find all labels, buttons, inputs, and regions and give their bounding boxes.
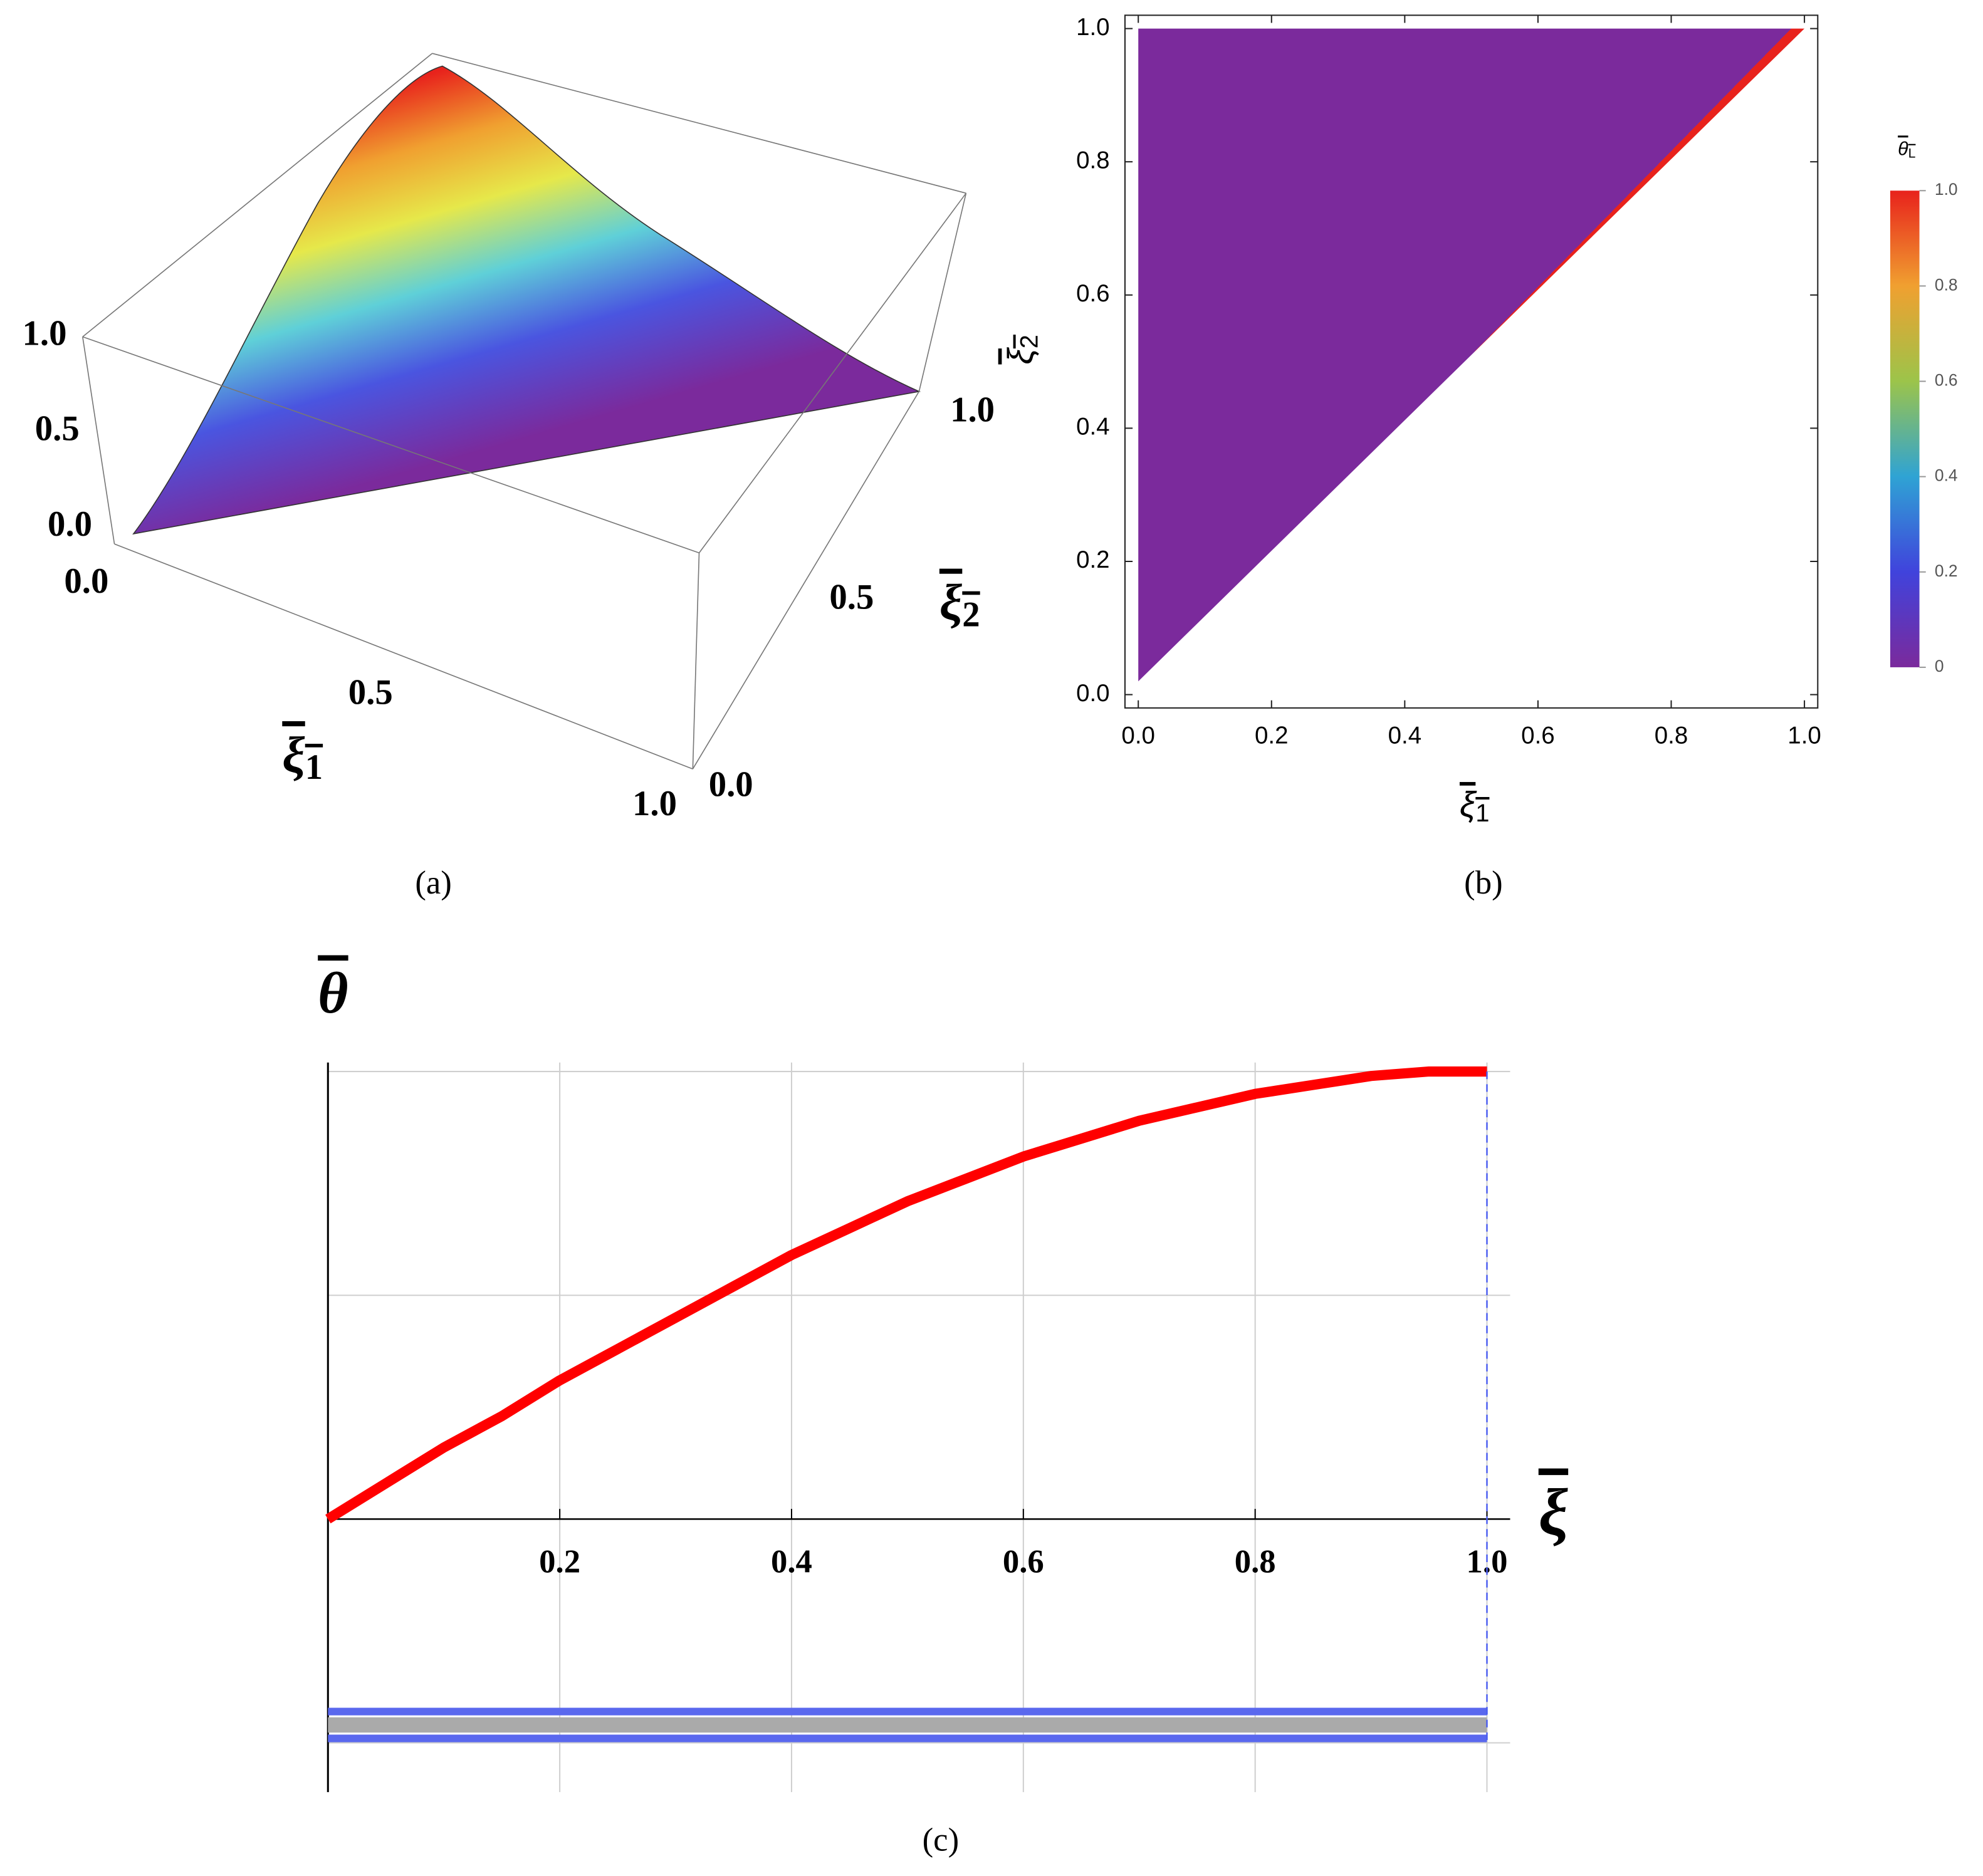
colorbar-tick-label: 0.6 xyxy=(1935,371,1958,390)
y-axis-label: θ xyxy=(318,961,348,1026)
x-axis-label: ξ1 xyxy=(282,727,323,787)
y-tick-label: 0.0 xyxy=(1076,680,1110,707)
box-edge xyxy=(918,193,967,392)
y-tick-label: 1.0 xyxy=(950,390,995,429)
box-edge xyxy=(692,391,920,769)
x-tick-label: 0.8 xyxy=(1655,722,1688,749)
series-line xyxy=(325,1066,1487,1524)
y-axis-label-symbol: ξ xyxy=(1002,347,1041,365)
y-axis-label: ξ2 xyxy=(1002,335,1043,364)
box-edge xyxy=(432,53,966,194)
y-tick-label: 0.4 xyxy=(1076,414,1110,440)
y-axis-label-subscript: 2 xyxy=(1015,335,1043,348)
colorbar-title-subscript: L xyxy=(1908,145,1916,160)
box-edge xyxy=(82,336,115,545)
colorbar-tick-label: 0.4 xyxy=(1935,466,1958,485)
x-tick-label: 0.4 xyxy=(1388,722,1422,749)
surface xyxy=(132,65,921,535)
x-tick-label: 0.2 xyxy=(539,1544,580,1580)
x-axis-label-symbol: ξ xyxy=(1460,785,1477,825)
x-axis-label: ξ xyxy=(1539,1476,1568,1549)
y-axis-label-subscript: 2 xyxy=(962,595,980,635)
x-tick-label: 0.5 xyxy=(348,673,393,712)
x-tick-label: 0.6 xyxy=(1003,1544,1044,1580)
x-tick-label: 0.0 xyxy=(64,561,108,601)
colorbar-tick-label: 0.2 xyxy=(1935,561,1958,580)
caption: (b) xyxy=(1464,865,1502,901)
x-tick-label: 0.0 xyxy=(1121,722,1155,749)
colorbar-tick-label: 0.8 xyxy=(1935,275,1958,294)
box-edge xyxy=(698,192,967,553)
z-tick-label: 0.0 xyxy=(48,504,92,544)
colorbar-title-symbol: θ xyxy=(1898,138,1908,159)
box xyxy=(82,53,967,769)
plot-frame xyxy=(1124,14,1819,709)
box-edge xyxy=(692,553,700,769)
x-tick-label: 0.8 xyxy=(1235,1544,1276,1580)
x-tick-label: 0.2 xyxy=(1255,722,1289,749)
colorbar-tick-label: 1.0 xyxy=(1935,180,1958,199)
y-tick-label: 0.2 xyxy=(1076,546,1110,573)
x-axis-label-symbol: ξ xyxy=(282,727,305,783)
x-tick-label: 0.6 xyxy=(1521,722,1555,749)
colorbar-title: θL xyxy=(1898,138,1915,160)
y-axis-label: ξ2 xyxy=(939,574,980,634)
surface-panel xyxy=(82,53,967,769)
box-edge xyxy=(114,543,693,769)
contour-region xyxy=(1138,28,1805,682)
y-tick-label: 0.0 xyxy=(709,765,753,805)
x-axis-label-subscript: 1 xyxy=(305,748,323,787)
x-tick-label: 0.4 xyxy=(771,1544,812,1580)
colorbar-tick-label: 0 xyxy=(1935,657,1944,675)
box-edge xyxy=(82,336,699,554)
y-axis-label-symbol: ξ xyxy=(939,574,962,630)
z-tick-label: 0.5 xyxy=(35,409,80,449)
x-axis-label: ξ1 xyxy=(1460,785,1489,826)
y-tick-label: 0.8 xyxy=(1076,147,1110,174)
x-tick-label: 1.0 xyxy=(632,784,677,823)
caption: (a) xyxy=(415,865,452,901)
y-tick-label: 0.5 xyxy=(829,577,874,617)
x-tick-label: 1.0 xyxy=(1787,722,1821,749)
caption: (c) xyxy=(923,1821,960,1858)
y-tick-label: 0.6 xyxy=(1076,280,1110,307)
colorbar xyxy=(1890,190,1920,667)
x-axis-label-subscript: 1 xyxy=(1475,799,1489,826)
y-tick-label: 1.0 xyxy=(1076,14,1110,41)
z-tick-label: 1.0 xyxy=(22,314,66,353)
box-edge xyxy=(82,53,433,338)
